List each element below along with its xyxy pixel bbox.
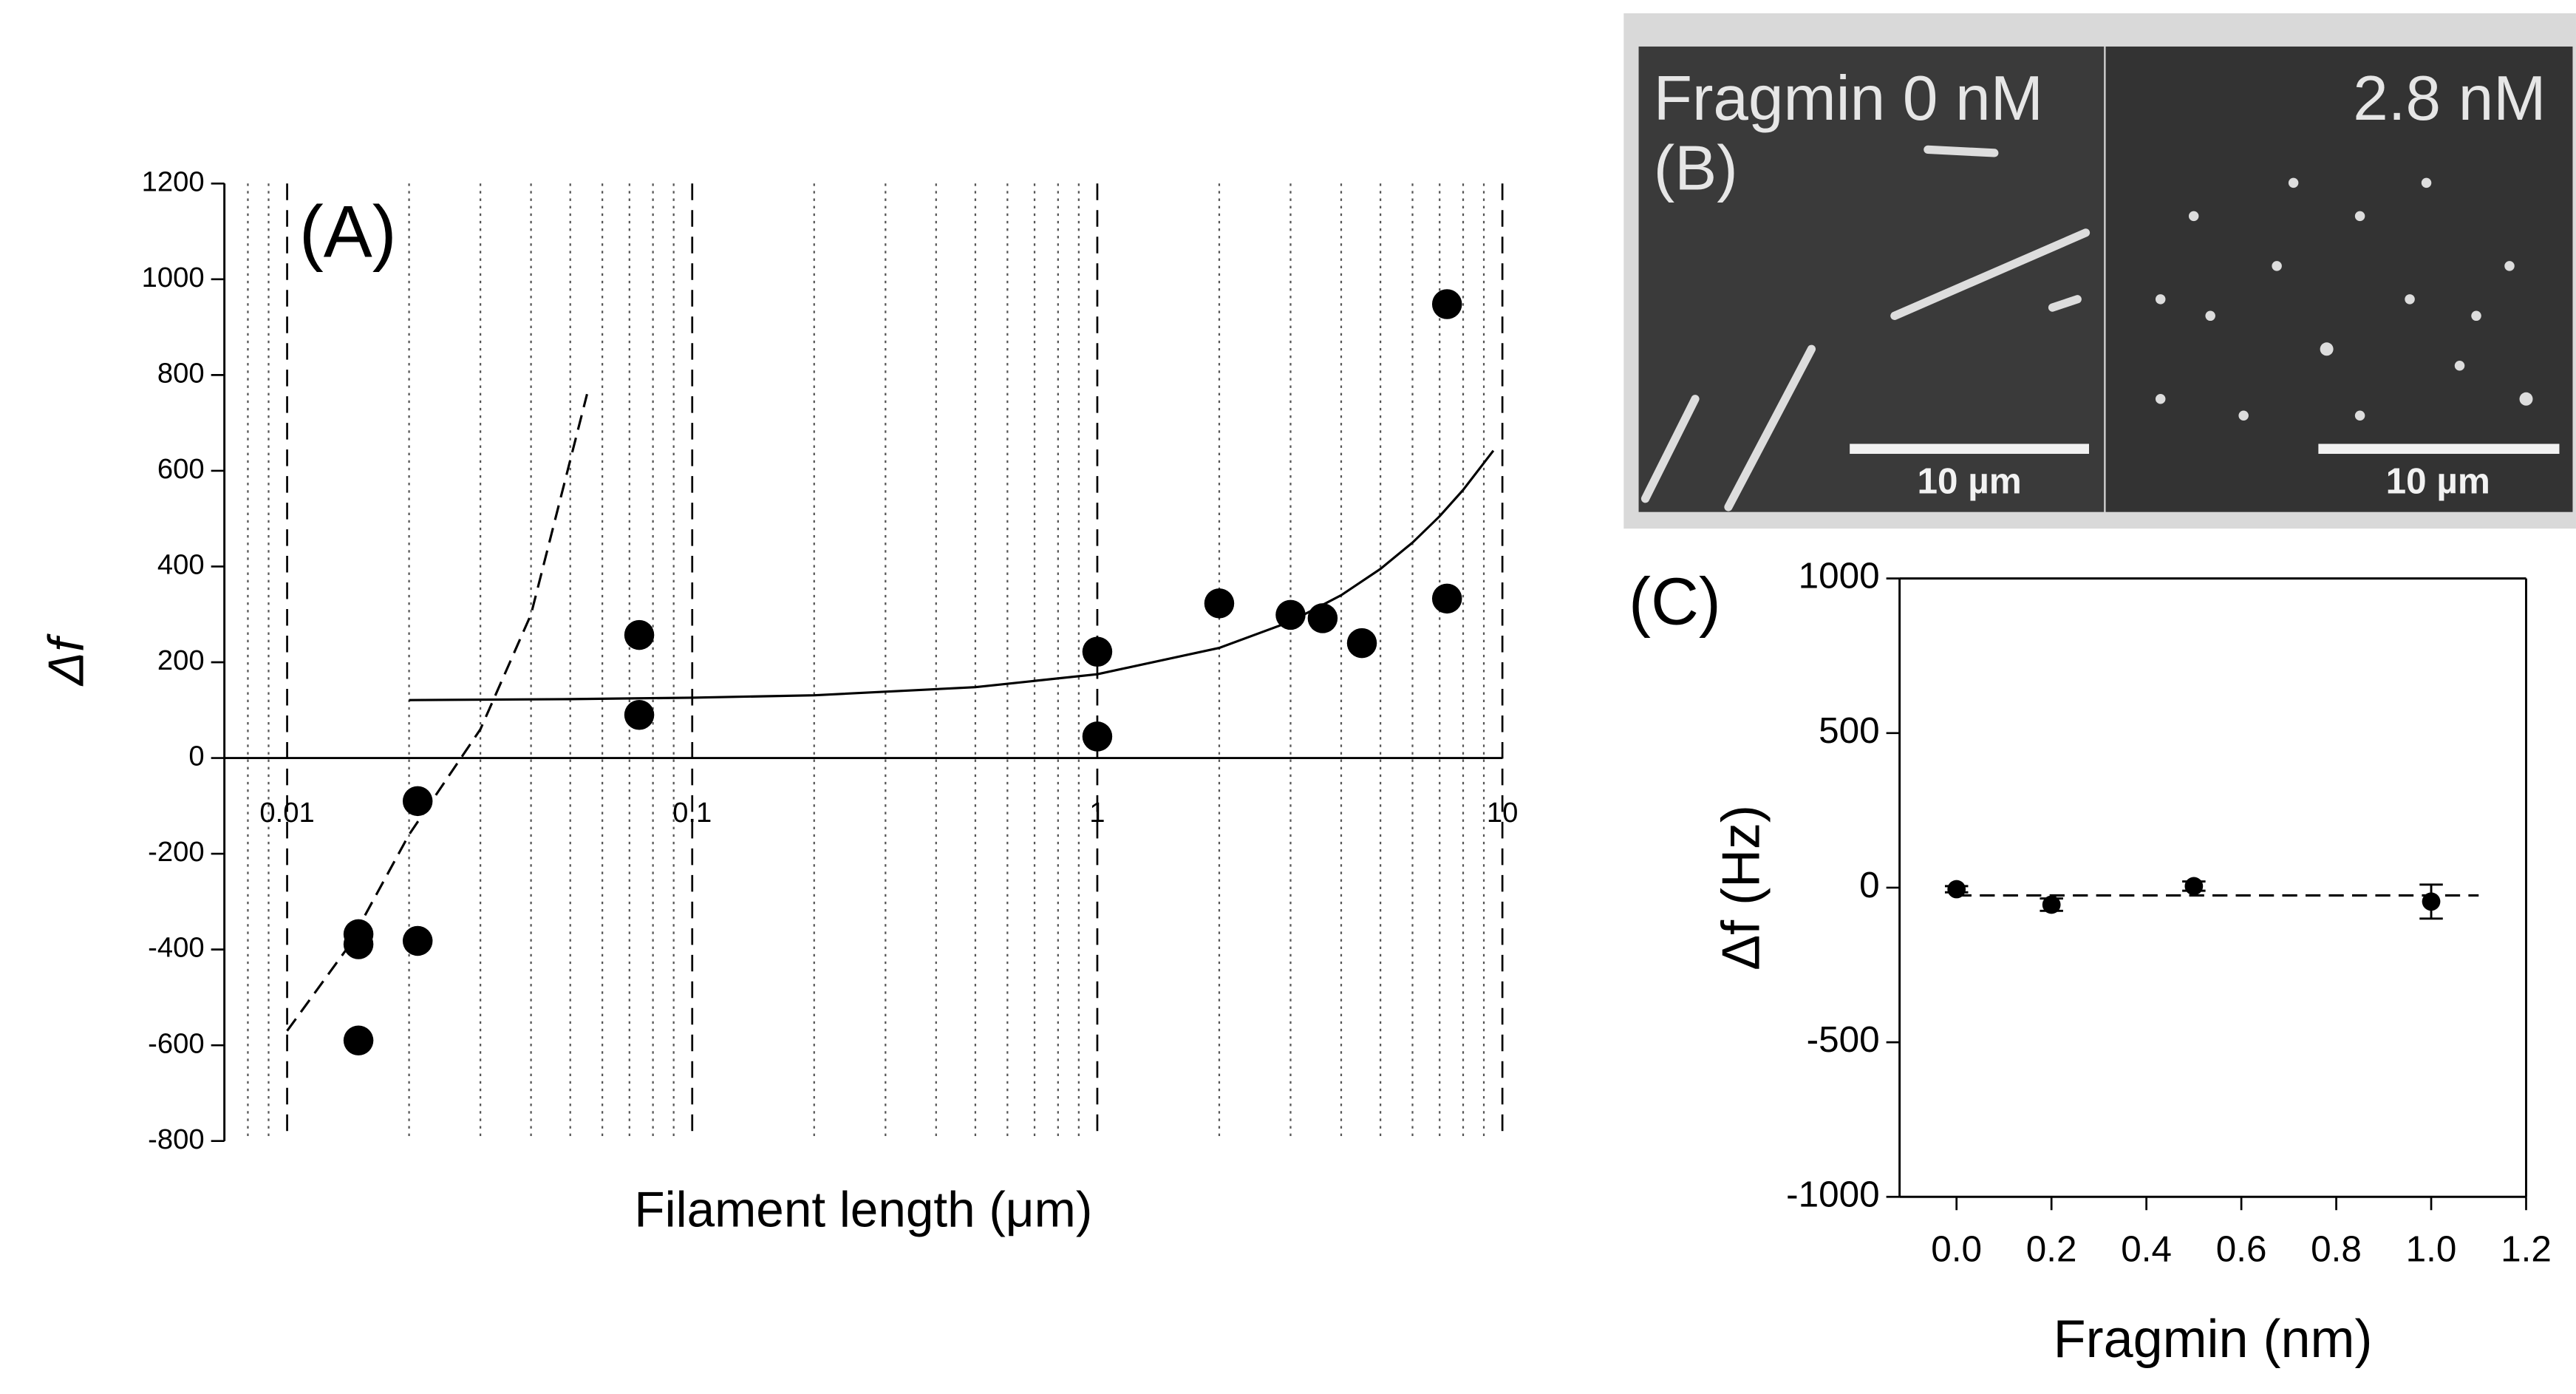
y-tick-label: 800	[157, 357, 205, 389]
data-point	[1947, 880, 1966, 899]
data-point	[2184, 877, 2204, 896]
x-tick-label: 0.0	[1931, 1229, 1982, 1270]
y-tick-label: -400	[148, 932, 205, 964]
data-point	[1431, 583, 1462, 614]
y-axis-label: Δf (Hz)	[1711, 805, 1771, 970]
y-axis-label: Δf	[38, 633, 94, 687]
data-point	[343, 929, 374, 959]
chart: -1000 -500 0 500 1000 0.0 0.2 0.4 0.6 0.8 1.0 1.2 (C…	[1629, 556, 2552, 1369]
y-tick-label: 1000	[142, 262, 205, 293]
data-point	[1082, 636, 1113, 667]
panel-label: (B)	[1654, 133, 1738, 203]
y-tick-label: 1000	[1799, 556, 1880, 596]
y-tick-label: 200	[157, 645, 205, 676]
x-tick-label: 0.8	[2311, 1229, 2362, 1270]
x-tick-label: 0.4	[2121, 1229, 2172, 1270]
data-point	[624, 619, 655, 650]
data-point	[1275, 599, 1306, 630]
fit-line	[286, 393, 588, 1032]
fit-line	[409, 449, 1495, 701]
image-right	[2105, 46, 2573, 512]
image-caption: 2.8 nM	[2353, 64, 2546, 134]
image-caption: Fragmin 0 nM	[1654, 64, 2043, 134]
data-point	[1431, 289, 1462, 319]
y-tick-label: -500	[1807, 1019, 1880, 1060]
panel-label: (A)	[299, 191, 397, 273]
y-tick-label: 0	[188, 741, 204, 772]
data-point	[1307, 603, 1338, 633]
data-point	[2042, 895, 2061, 914]
scale-bar-label: 10 µm	[2386, 461, 2490, 502]
y-tick-label: -1000	[1786, 1174, 1880, 1214]
data-point	[343, 1025, 374, 1055]
data-point	[1346, 628, 1377, 659]
chart: -800 -600 -400 -200 0 200 400 600 800 1000 1200 0.0…	[38, 166, 1518, 1237]
fragments	[2155, 177, 2533, 421]
data-point	[402, 786, 433, 817]
x-tick-label: 1.2	[2501, 1229, 2552, 1270]
y-tick-label: 500	[1819, 710, 1880, 751]
x-axis-label: Filament length (μm)	[634, 1183, 1092, 1238]
x-tick-label: 1.0	[2406, 1229, 2457, 1270]
data-point	[624, 700, 655, 730]
y-tick-label: -200	[148, 836, 205, 868]
y-tick-label: 600	[157, 453, 205, 485]
x-tick-label: 0.01	[259, 797, 314, 829]
y-tick-label: 400	[157, 549, 205, 581]
x-tick-label: 0.2	[2026, 1229, 2077, 1270]
x-axis-label: Fragmin (nm)	[2054, 1310, 2373, 1369]
data-point	[1204, 588, 1235, 619]
image-panel: Fragmin 0 nM (B) 2.8 nM 10 µm 10 µm	[1623, 13, 2576, 529]
data-point	[402, 925, 433, 956]
x-tick-label: 0.1	[672, 797, 712, 829]
data-point	[1082, 721, 1113, 752]
x-tick-label: 0.6	[2216, 1229, 2267, 1270]
filaments	[1640, 145, 2091, 511]
y-tick-label: -600	[148, 1027, 205, 1059]
y-tick-label: 1200	[142, 166, 205, 197]
x-tick-label: 10	[1487, 797, 1519, 829]
x-tick-label: 1	[1089, 797, 1105, 829]
image-left	[1638, 46, 2105, 512]
y-tick-label: 0	[1859, 865, 1880, 905]
panel-label: (C)	[1629, 565, 1721, 639]
data-point	[2422, 892, 2441, 911]
y-tick-label: -800	[148, 1123, 205, 1155]
scale-bar-label: 10 µm	[1917, 461, 2021, 502]
